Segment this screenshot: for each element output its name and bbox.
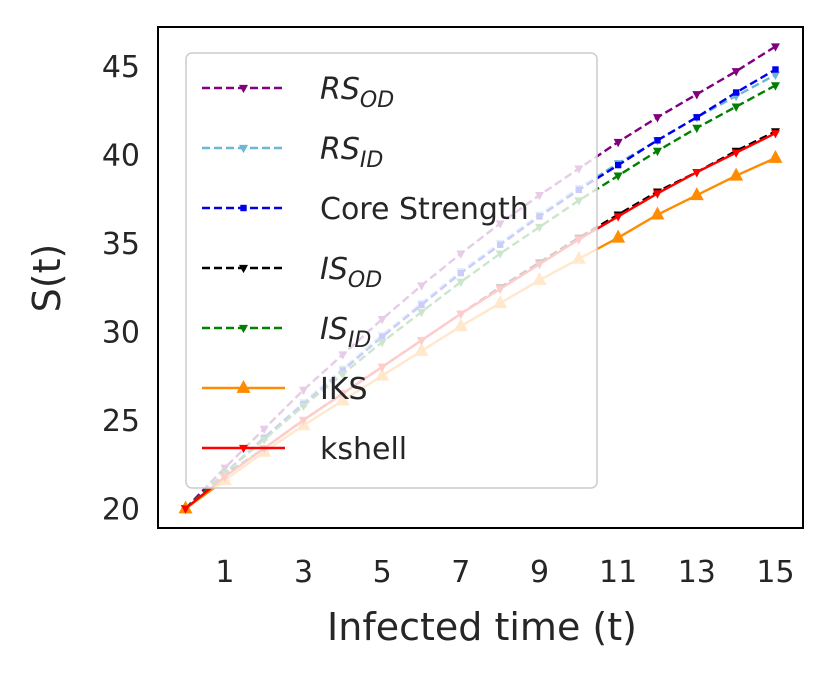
- data-point: [613, 172, 623, 181]
- legend-item: RSID: [202, 132, 383, 173]
- legend-label: ISID: [320, 312, 371, 353]
- data-point: [652, 147, 662, 157]
- data-point: [772, 66, 779, 73]
- data-point: [768, 149, 783, 163]
- legend-item: Core Strength: [202, 192, 529, 227]
- x-axis-title: Infected time (t): [327, 605, 637, 649]
- legend-marker: [239, 144, 248, 154]
- data-point: [770, 43, 780, 52]
- legend-label: kshell: [320, 432, 407, 467]
- legend-marker: [239, 264, 248, 274]
- data-point: [770, 82, 780, 91]
- legend-marker: [236, 379, 251, 393]
- data-point: [731, 68, 741, 77]
- data-point: [729, 167, 744, 181]
- data-point: [614, 161, 622, 169]
- y-tick-label: 25: [102, 404, 140, 439]
- y-tick-label: 45: [102, 50, 140, 85]
- legend-item: ISOD: [202, 252, 382, 293]
- data-point: [693, 114, 701, 121]
- legend-item: kshell: [202, 432, 407, 467]
- data-point: [689, 187, 704, 201]
- x-tick-label: 7: [451, 555, 470, 590]
- legend-marker: [240, 204, 247, 212]
- y-tick-label: 20: [102, 493, 140, 528]
- x-tick-label: 15: [756, 555, 794, 590]
- series-line: [184, 84, 777, 510]
- legend-item: ISID: [202, 312, 371, 353]
- data-point: [611, 229, 626, 243]
- legend-label: Core Strength: [320, 192, 529, 227]
- data-point: [692, 91, 702, 100]
- x-tick-label: 5: [373, 555, 392, 590]
- x-tick-label: 3: [294, 555, 313, 590]
- legend-item: IKS: [202, 372, 368, 407]
- data-point: [732, 89, 740, 96]
- legend-marker: [239, 444, 248, 454]
- legend-label: IKS: [320, 372, 368, 407]
- x-tick-label: 11: [599, 555, 637, 590]
- legend-marker: [239, 324, 248, 334]
- legend-item: RSOD: [202, 72, 394, 113]
- data-point: [650, 206, 665, 220]
- x-tick-label: 13: [678, 555, 716, 590]
- data-point: [692, 169, 702, 178]
- data-point: [613, 138, 623, 148]
- data-point: [652, 190, 662, 199]
- y-tick-label: 35: [102, 227, 140, 262]
- data-point: [181, 505, 191, 514]
- legend-label: RSID: [320, 132, 383, 173]
- x-tick-label: 9: [530, 555, 549, 590]
- data-point: [770, 130, 780, 139]
- y-tick-label: 30: [102, 315, 140, 350]
- data-point: [613, 213, 623, 222]
- data-point: [731, 103, 741, 112]
- data-point: [770, 71, 780, 80]
- data-point: [692, 124, 702, 134]
- data-point: [731, 149, 741, 158]
- data-point: [652, 114, 662, 123]
- y-tick-label: 40: [102, 138, 140, 173]
- legend: RSOD RSID Core Strength ISOD ISID IKS kshell: [185, 52, 598, 489]
- plot-frame: [157, 26, 804, 529]
- legend-marker: [239, 84, 248, 94]
- legend-box: [185, 52, 598, 489]
- x-axis: 1 3 5 7 9 11 13 15: [215, 555, 794, 590]
- y-axis: 20 25 30 35 40 45: [102, 50, 140, 528]
- legend-label: ISOD: [320, 252, 382, 293]
- y-axis-title: S(t): [25, 244, 69, 313]
- legend-label: RSOD: [320, 72, 394, 113]
- x-tick-label: 1: [215, 555, 234, 590]
- data-point: [654, 137, 661, 144]
